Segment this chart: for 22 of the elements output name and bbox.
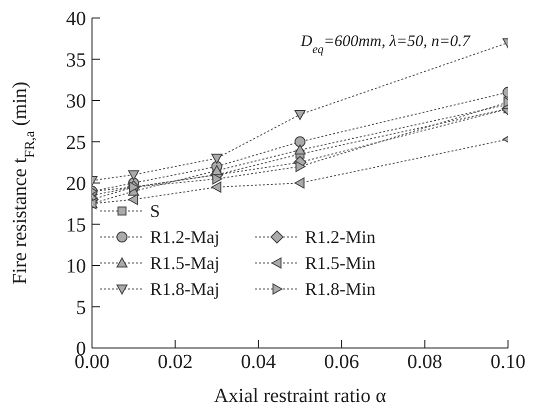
x-tick-label: 0.04 [240,351,276,374]
x-tick-label: 0.08 [407,351,442,374]
y-tick-label: 40 [66,8,86,30]
y-tick-label: 30 [66,90,86,113]
legend-label: R1.2-Maj [150,226,220,249]
y-tick-label: 20 [66,173,86,196]
legend-label: R1.8-Maj [150,278,220,301]
y-tick-label: 15 [66,214,86,236]
x-axis-title: Axial restraint ratio α [214,385,387,407]
legend-label: R1.5-Min [305,252,376,275]
y-tick-label: 35 [66,49,86,72]
legend-label: R1.2-Min [305,226,376,249]
y-tick-label: 10 [66,256,86,278]
y-tick-label: 5 [76,296,86,319]
x-tick-label: 0.10 [490,351,526,374]
y-tick-label: 25 [66,132,86,154]
legend-label: S [150,200,160,223]
x-tick-label: 0.02 [158,351,193,374]
legend-label: R1.8-Min [305,278,376,301]
x-tick-label: 0.06 [324,351,360,374]
annotation: D$_{eq}$=600mm, λ=50, n=0.7 [300,33,471,56]
legend-label: R1.5-Maj [150,252,220,275]
